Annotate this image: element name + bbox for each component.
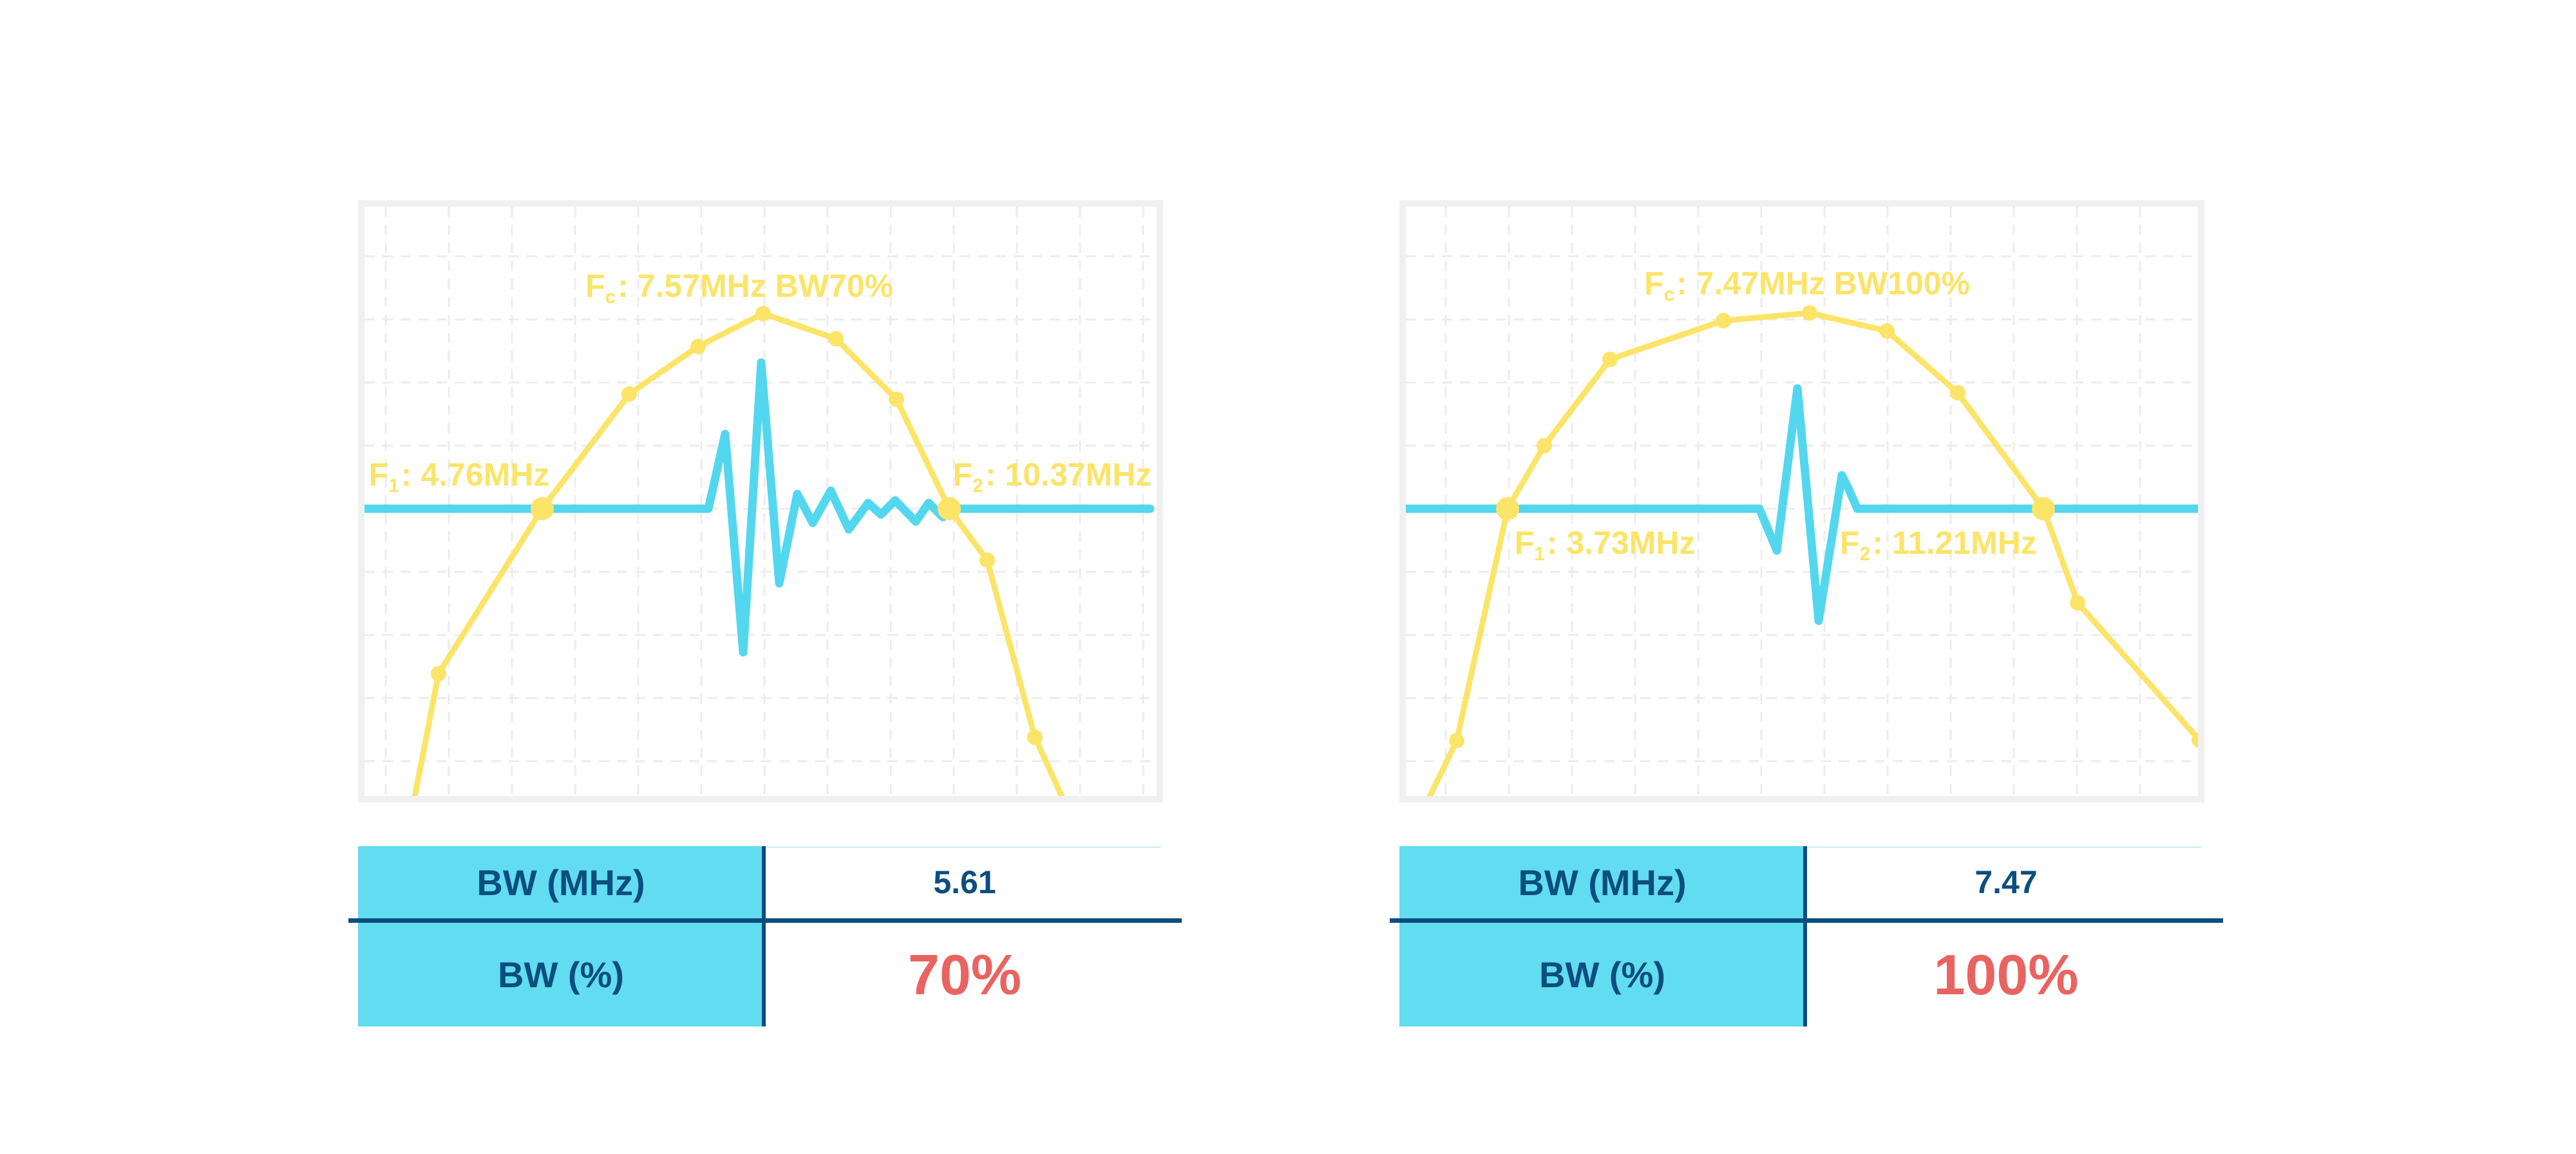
value-bw-percent: 70% [907,942,1022,1007]
label-value: : 7.57MHz BW70% [618,268,894,304]
table-top-border [1805,846,2202,848]
row-label-bw-percent: BW (%) [1539,954,1665,995]
label-subscript: 2 [972,475,983,497]
label-f: F [952,457,973,493]
lower-frequency-label: F1: 3.73MHz [1476,524,1734,567]
label-subscript: c [605,287,616,308]
lower-frequency-label: F1: 4.76MHz [330,455,588,499]
label-f: F [368,457,389,493]
upper-frequency-label: F2: 11.21MHz [1810,524,2067,567]
row-label-bw-mhz: BW (MHz) [1518,862,1687,903]
value-bw-mhz: 5.61 [933,864,996,900]
label-f: F [1514,525,1535,561]
upper-frequency-label: F2: 10.37MHz [923,455,1181,499]
label-subscript: 1 [1534,544,1545,565]
bandwidth-table: BW (MHz) BW (%) 5.61 70% [348,846,1191,1026]
table-top-border [764,846,1160,848]
label-f: F [1644,265,1664,301]
center-frequency-label: Fc: 7.57MHz BW70% [546,267,933,310]
spectrum-chart-bw100 [1399,200,2204,802]
label-value: : 11.21MHz [1872,525,2037,561]
label-value: : 3.73MHz [1546,525,1696,561]
value-bw-mhz: 7.47 [1975,864,2038,900]
label-subscript: c [1663,284,1675,306]
center-frequency-label: Fc: 7.47MHz BW100% [1614,264,2000,308]
label-subscript: 1 [388,475,399,497]
label-f: F [585,268,605,304]
value-bw-percent: 100% [1933,942,2079,1007]
table-header-column [1399,846,1805,1026]
label-value: : 7.47MHz BW100% [1676,265,1970,301]
label-subscript: 2 [1859,544,1871,565]
label-value: : 10.37MHz [985,457,1152,493]
label-f: F [1840,525,1860,561]
row-label-bw-percent: BW (%) [498,954,624,995]
label-value: : 4.76MHz [401,457,550,493]
table-header-column [358,846,764,1026]
row-label-bw-mhz: BW (MHz) [477,862,645,903]
spectrum-chart-bw70 [358,200,1163,802]
column-divider [762,846,766,1026]
bandwidth-table: BW (MHz) BW (%) 7.47 100% [1390,846,2233,1026]
column-divider [1803,846,1807,1026]
